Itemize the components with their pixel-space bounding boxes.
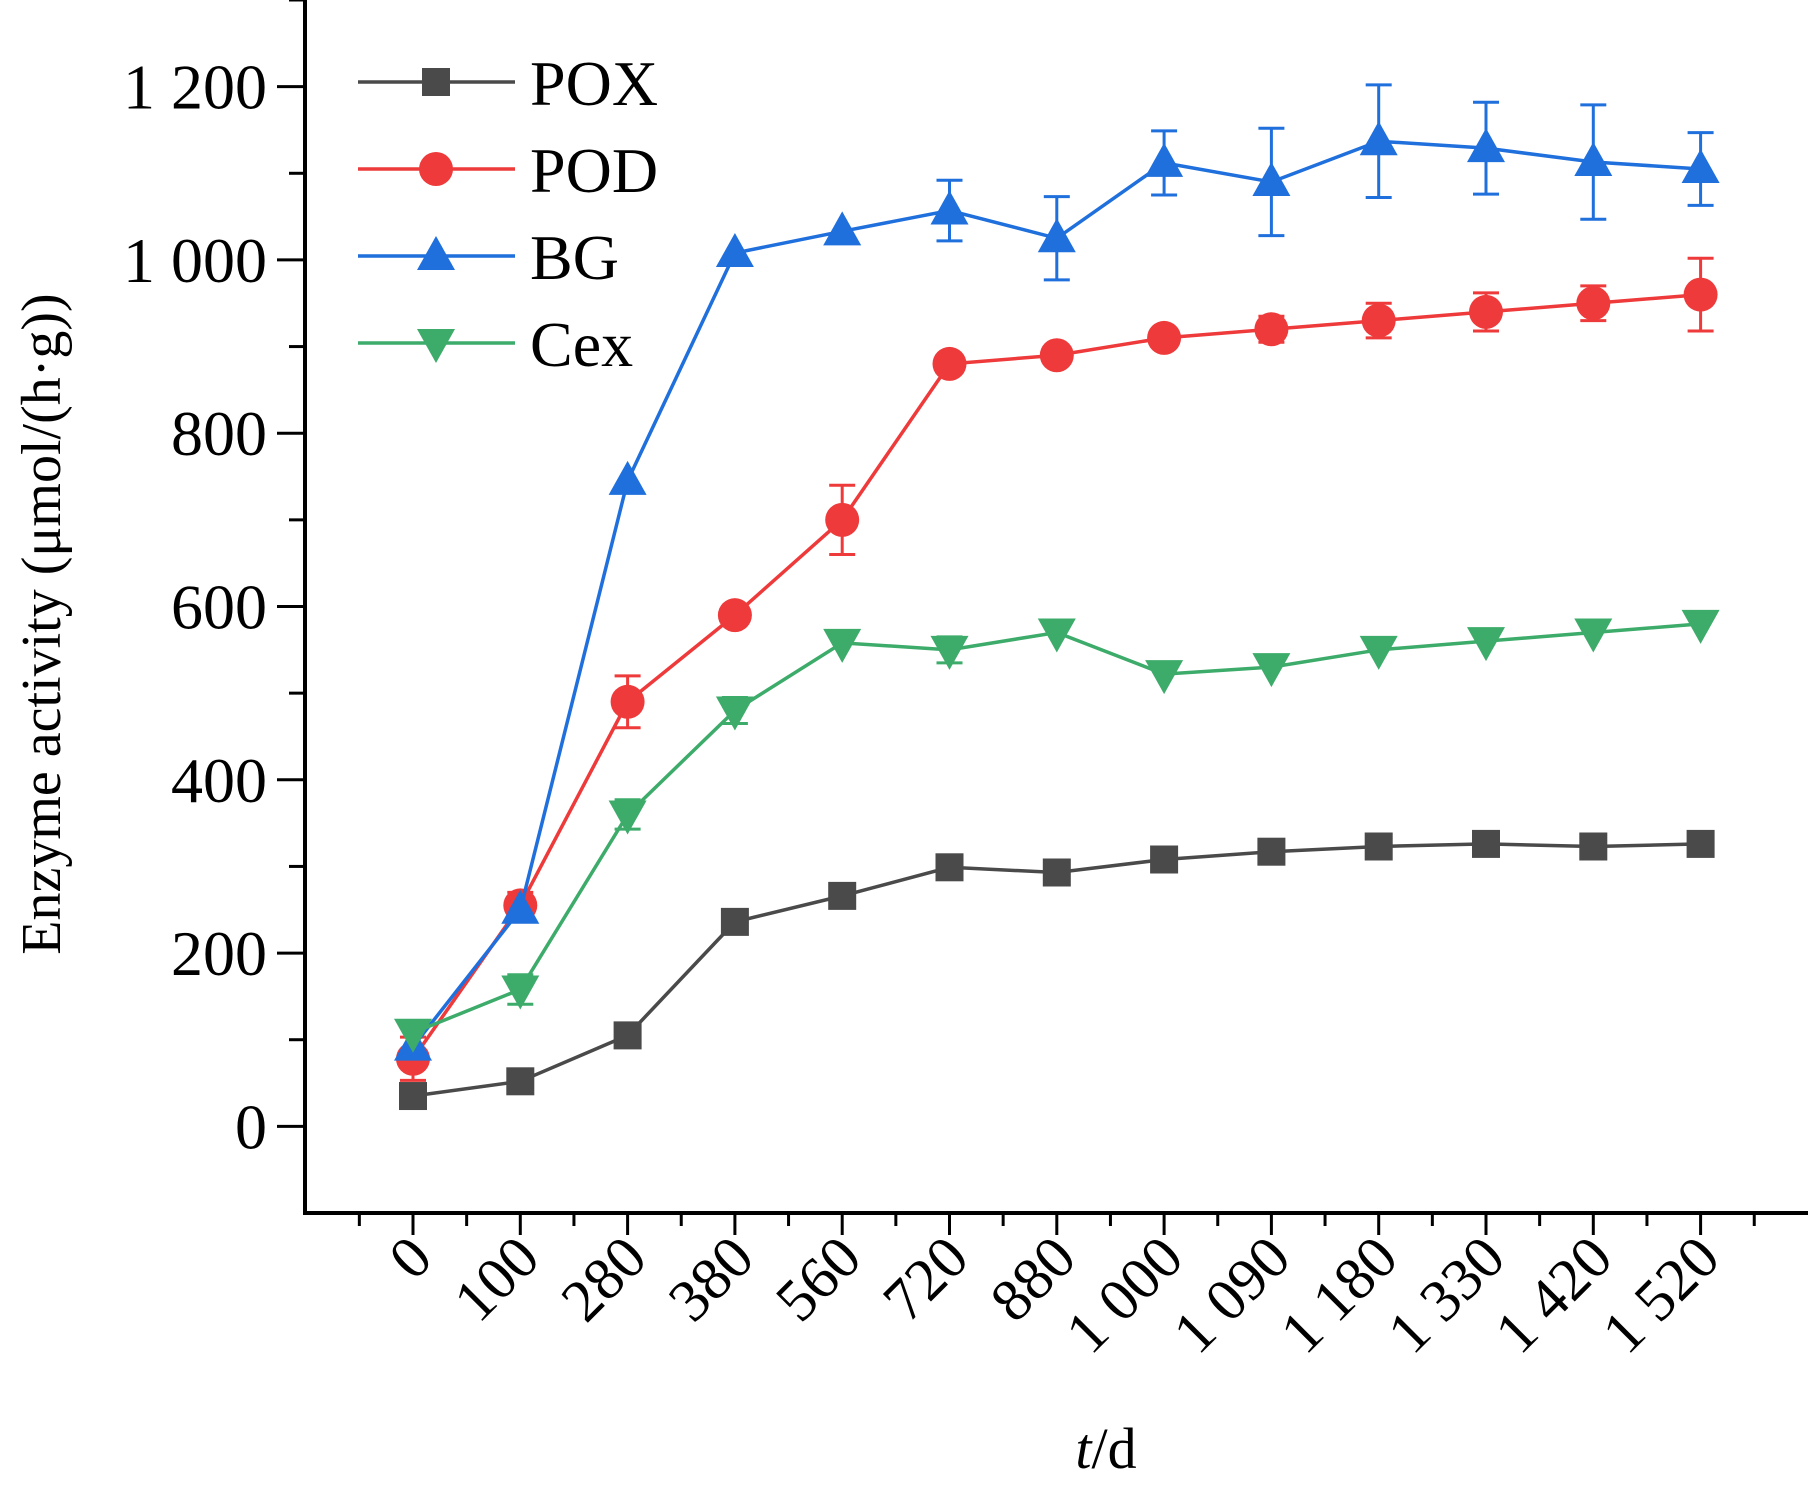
series-line-cex <box>412 622 1701 1035</box>
x-tick-label: 1 520 <box>1590 1224 1732 1366</box>
data-point-cex <box>394 1018 432 1053</box>
data-point-pod <box>610 684 645 719</box>
legend-marker <box>417 236 455 270</box>
data-point-cex <box>608 800 647 835</box>
data-point-pod <box>1469 294 1503 329</box>
data-point-cex <box>1037 618 1076 653</box>
series-pod <box>396 256 1718 1082</box>
legend: POX POD BG Cex <box>358 48 658 380</box>
legend-label: BG <box>530 222 619 293</box>
x-tick-label: 1 420 <box>1482 1224 1624 1366</box>
data-point-cex <box>1145 660 1184 695</box>
x-tick-label: 720 <box>870 1224 980 1334</box>
data-point-pox <box>506 1067 535 1096</box>
x-tick-label: 100 <box>441 1224 551 1334</box>
data-point-pox <box>1257 837 1286 866</box>
legend-label: Cex <box>530 309 633 380</box>
data-point-bg <box>1145 142 1184 177</box>
data-point-pox <box>613 1021 642 1050</box>
data-point-pox <box>1042 858 1071 887</box>
x-tick-label: 560 <box>763 1224 873 1334</box>
legend-entry-bg: BG <box>358 222 619 293</box>
data-point-bg <box>1467 128 1505 163</box>
data-point-bg <box>823 211 862 246</box>
data-point-pox <box>935 853 964 882</box>
data-point-bg <box>715 232 754 267</box>
series-bg <box>394 83 1720 1061</box>
y-tick-label: 1 000 <box>123 225 267 296</box>
legend-entry-pod: POD <box>358 135 658 206</box>
data-point-pox <box>720 907 749 936</box>
data-point-bg <box>1574 142 1613 177</box>
data-point-bg <box>501 889 540 924</box>
data-point-pod <box>825 502 860 537</box>
legend-marker <box>417 329 455 363</box>
data-point-cex <box>1359 635 1398 670</box>
data-point-bg <box>930 190 969 225</box>
data-point-pod <box>1361 303 1396 338</box>
x-tick-label: 1 180 <box>1268 1224 1410 1366</box>
x-axis-label: t/d <box>1075 1416 1136 1481</box>
series-cex <box>394 609 1720 1053</box>
legend-label: POD <box>530 135 658 206</box>
data-point-bg <box>1681 148 1720 183</box>
data-point-pod <box>717 598 752 633</box>
data-point-pod <box>932 346 967 381</box>
y-axis-label: Enzyme activity (μmol/(h·g)) <box>11 293 73 954</box>
x-tick-label: 1 330 <box>1375 1224 1517 1366</box>
legend-entry-cex: Cex <box>358 309 633 380</box>
x-tick-label: 1 090 <box>1160 1224 1302 1366</box>
data-point-cex <box>1681 609 1720 644</box>
series-pox <box>399 829 1715 1111</box>
data-point-cex <box>1574 618 1613 653</box>
data-point-cex <box>930 635 969 670</box>
y-tick-label: 600 <box>171 572 267 643</box>
data-point-bg <box>608 460 647 495</box>
legend-label: POX <box>530 48 658 119</box>
y-tick-label: 400 <box>171 745 267 816</box>
y-tick-label: 1 200 <box>123 52 267 123</box>
x-tick-label: 380 <box>656 1224 766 1334</box>
data-point-pox <box>1150 845 1179 874</box>
data-point-pod <box>1254 312 1289 347</box>
data-point-bg <box>1359 121 1398 156</box>
x-tick-label: 1 000 <box>1053 1224 1195 1366</box>
data-point-cex <box>1252 653 1291 688</box>
data-point-pox <box>828 881 857 910</box>
series-line-pod <box>411 292 1701 1060</box>
data-point-pod <box>1147 320 1182 355</box>
data-point-pod <box>1683 277 1718 312</box>
y-tick-label: 0 <box>235 1091 267 1162</box>
data-point-cex <box>823 628 862 663</box>
data-point-pox <box>399 1082 427 1111</box>
data-point-bg <box>1252 161 1291 196</box>
x-axis-label-variable: t <box>1075 1416 1093 1481</box>
data-point-pox <box>1472 829 1500 858</box>
data-point-cex <box>715 696 754 731</box>
y-tick-label: 800 <box>171 398 267 469</box>
data-point-pod <box>1576 286 1611 321</box>
data-point-cex <box>501 975 540 1010</box>
data-point-pox <box>1364 832 1393 861</box>
x-tick-label: 280 <box>548 1224 658 1334</box>
x-tick-label: 0 <box>376 1224 444 1292</box>
data-point-pod <box>1039 338 1074 373</box>
legend-marker <box>419 152 453 186</box>
legend-entry-pox: POX <box>358 48 658 119</box>
series-layer <box>394 83 1720 1111</box>
data-point-bg <box>1037 218 1076 253</box>
legend-marker <box>422 68 450 96</box>
y-tick-label: 200 <box>171 918 267 989</box>
data-point-cex <box>1467 627 1505 662</box>
data-point-pox <box>1579 832 1608 861</box>
x-axis-label-unit: /d <box>1092 1416 1137 1481</box>
data-point-pox <box>1686 829 1715 858</box>
